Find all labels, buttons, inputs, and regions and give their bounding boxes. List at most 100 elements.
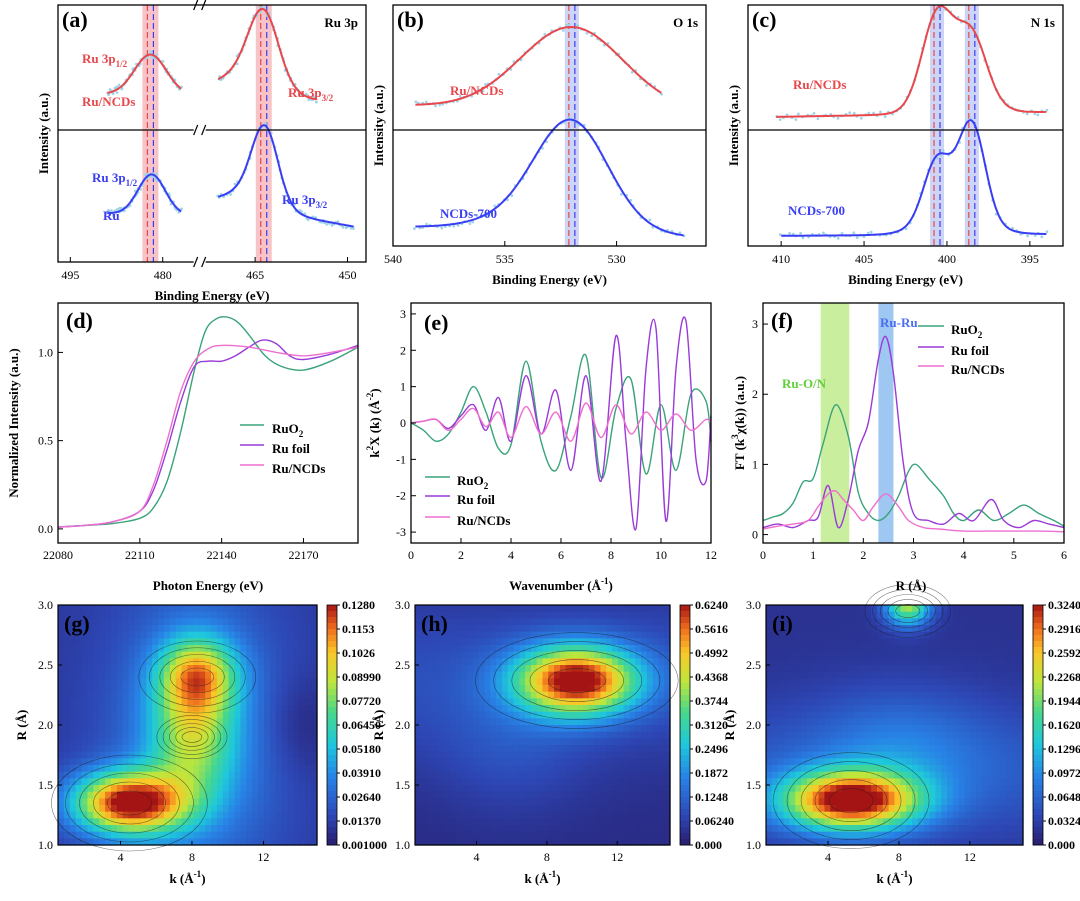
heatmap-cell [801,751,808,759]
heatmap-cell [484,791,491,799]
heatmap-cell [275,611,283,619]
panel-tag: (f) [771,308,793,333]
heatmap-cell [467,651,474,659]
heatmap-cell [426,678,433,686]
heatmap-cell [169,745,177,753]
heatmap-cell [617,771,625,779]
heatmap-cell [158,651,165,659]
heatmap-cell [99,838,106,846]
heatmap-cell [110,805,118,813]
heatmap-cell [484,625,491,633]
heatmap-cell [75,691,83,699]
heatmap-cell [871,691,878,699]
heatmap-cell [847,605,855,613]
heatmap-cell [658,805,665,813]
heatmap-cell [455,611,462,619]
heatmap-cell [269,765,277,773]
heatmap-cell [900,778,907,786]
heatmap-cell [617,705,625,713]
raw-data-point [109,209,112,213]
heatmap-cell [830,631,837,639]
heatmap-cell [824,711,831,719]
raw-data-point [414,100,418,104]
heatmap-cell [75,678,83,686]
heatmap-cell [199,805,206,813]
heatmap-cell [664,765,671,773]
heatmap-cell [87,751,94,759]
heatmap-cell [299,685,306,693]
heatmap-cell [467,645,474,653]
heatmap-cell [211,605,218,613]
heatmap-cell [766,678,773,686]
heatmap-cell [577,631,584,639]
heatmap-cell [228,691,236,699]
heatmap-cell [58,705,65,713]
heatmap-cell [900,665,907,673]
heatmap-cell [559,751,567,759]
heatmap-cell [806,651,814,659]
heatmap-cell [122,645,130,653]
heatmap-cell [836,798,843,806]
heatmap-cell [211,838,218,846]
heatmap-cell [478,731,486,739]
heatmap-cell [287,805,295,813]
heatmap-cell [490,825,497,833]
heatmap-cell [577,758,584,766]
heatmap-cell [871,825,878,833]
heatmap-cell [501,771,509,779]
heatmap-cell [501,658,509,666]
x-axis-label: Photon Energy (eV) [153,578,264,593]
heatmap-cell [467,751,474,759]
raw-data-point [484,83,487,86]
heatmap-cell [293,625,300,633]
heatmap-cell [548,611,555,619]
heatmap-cell [853,718,861,726]
heatmap-cell [853,825,861,833]
raw-data-point [1033,112,1037,116]
heatmap-cell [163,791,171,799]
heatmap-cell [554,678,561,686]
heatmap-cell [63,611,71,619]
heatmap-cell [228,765,236,773]
heatmap-cell [158,691,165,699]
heatmap-cell [490,798,497,806]
heatmap-cell [658,765,665,773]
heatmap-cell [116,718,124,726]
heatmap-cell [635,811,642,819]
heatmap-cell [501,625,509,633]
heatmap-cell [222,685,230,693]
heatmap-cell [258,718,265,726]
heatmap-cell [293,685,300,693]
colorbar-segment [680,779,690,786]
heatmap-cell [134,731,142,739]
heatmap-cell [63,625,71,633]
heatmap-cell [646,771,654,779]
heatmap-cell [548,718,555,726]
heatmap-cell [859,831,866,839]
heatmap-cell [455,691,462,699]
heatmap-cell [894,785,901,793]
heatmap-cell [158,758,165,766]
heatmap-cell [158,725,165,733]
heatmap-cell [258,771,265,779]
heatmap-cell [211,711,218,719]
heatmap-cell [836,731,843,739]
heatmap-cell [652,691,660,699]
heatmap-cell [287,771,295,779]
heatmap-cell [99,638,106,646]
heatmap-cell [415,718,422,726]
heatmap-cell [847,638,855,646]
legend-ru-ncds: Ru/NCDs [457,513,510,528]
heatmap-cell [664,731,671,739]
heatmap-cell [222,711,230,719]
heatmap-cell [269,778,277,786]
heatmap-cell [205,751,212,759]
heatmap-cell [658,658,665,666]
heatmap-cell [87,638,94,646]
heatmap-cell [536,665,544,673]
heatmap-cell [652,791,660,799]
heatmap-cell [900,791,907,799]
colorbar-label: 0.03910 [342,766,381,780]
heatmap-cell [246,771,253,779]
heatmap-cell [496,778,503,786]
